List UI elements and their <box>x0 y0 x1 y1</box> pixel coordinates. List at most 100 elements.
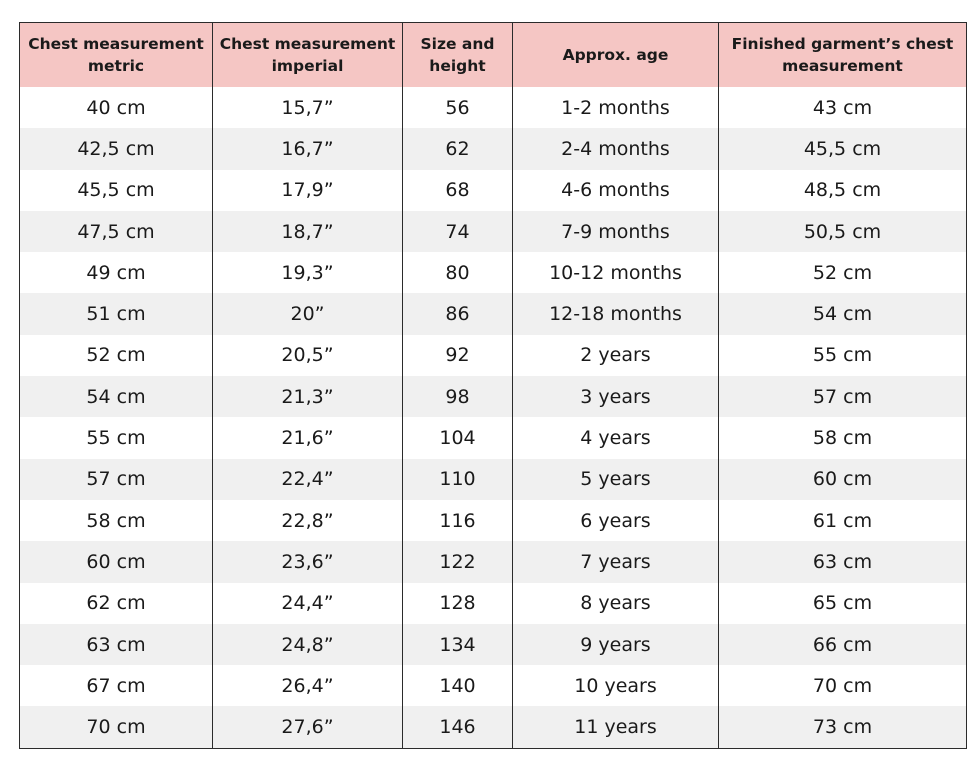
cell-size-height: 140 <box>402 665 513 707</box>
table-body: 40 cm 15,7” 56 1-2 months 43 cm 42,5 cm 16,7” 6… <box>19 87 967 749</box>
cell-finished-chest: 65 cm <box>718 582 967 624</box>
cell-chest-metric: 70 cm <box>19 706 213 749</box>
cell-approx-age: 8 years <box>512 582 719 624</box>
cell-chest-imperial: 24,8” <box>212 623 403 666</box>
cell-size-height: 62 <box>402 128 513 170</box>
cell-chest-imperial: 15,7” <box>212 87 403 129</box>
cell-chest-imperial: 19,3” <box>212 252 403 294</box>
cell-finished-chest: 70 cm <box>718 665 967 707</box>
cell-size-height: 74 <box>402 210 513 253</box>
cell-approx-age: 2 years <box>512 334 719 377</box>
header-size-height: Size and height <box>402 22 513 87</box>
cell-approx-age: 4 years <box>512 417 719 459</box>
cell-size-height: 110 <box>402 458 513 500</box>
cell-chest-imperial: 20” <box>212 293 403 335</box>
cell-chest-imperial: 23,6” <box>212 541 403 583</box>
cell-chest-metric: 45,5 cm <box>19 169 213 211</box>
cell-chest-metric: 60 cm <box>19 541 213 583</box>
cell-chest-imperial: 24,4” <box>212 582 403 624</box>
cell-chest-metric: 55 cm <box>19 417 213 459</box>
table-header: Chest measurement metric Chest measureme… <box>19 22 967 87</box>
cell-chest-metric: 67 cm <box>19 665 213 707</box>
cell-finished-chest: 60 cm <box>718 458 967 500</box>
cell-approx-age: 5 years <box>512 458 719 500</box>
table-row: 52 cm 20,5” 92 2 years 55 cm <box>19 334 967 377</box>
cell-chest-metric: 58 cm <box>19 499 213 542</box>
cell-chest-imperial: 16,7” <box>212 128 403 170</box>
cell-chest-metric: 47,5 cm <box>19 210 213 253</box>
cell-approx-age: 7 years <box>512 541 719 583</box>
table-row: 55 cm 21,6” 104 4 years 58 cm <box>19 417 967 459</box>
cell-approx-age: 9 years <box>512 623 719 666</box>
table-row: 63 cm 24,8” 134 9 years 66 cm <box>19 623 967 666</box>
cell-finished-chest: 58 cm <box>718 417 967 459</box>
cell-size-height: 68 <box>402 169 513 211</box>
cell-chest-metric: 63 cm <box>19 623 213 666</box>
size-chart-table: Chest measurement metric Chest measureme… <box>19 22 967 749</box>
table-row: 70 cm 27,6” 146 11 years 73 cm <box>19 706 967 749</box>
table-row: 60 cm 23,6” 122 7 years 63 cm <box>19 541 967 583</box>
cell-chest-imperial: 22,4” <box>212 458 403 500</box>
cell-finished-chest: 66 cm <box>718 623 967 666</box>
cell-finished-chest: 52 cm <box>718 252 967 294</box>
table-row: 40 cm 15,7” 56 1-2 months 43 cm <box>19 87 967 129</box>
table-row: 51 cm 20” 86 12-18 months 54 cm <box>19 293 967 335</box>
cell-finished-chest: 50,5 cm <box>718 210 967 253</box>
cell-finished-chest: 45,5 cm <box>718 128 967 170</box>
cell-chest-imperial: 27,6” <box>212 706 403 749</box>
cell-size-height: 92 <box>402 334 513 377</box>
cell-approx-age: 2-4 months <box>512 128 719 170</box>
cell-chest-imperial: 17,9” <box>212 169 403 211</box>
cell-chest-imperial: 20,5” <box>212 334 403 377</box>
cell-chest-metric: 54 cm <box>19 376 213 418</box>
cell-size-height: 146 <box>402 706 513 749</box>
cell-size-height: 116 <box>402 499 513 542</box>
table-row: 62 cm 24,4” 128 8 years 65 cm <box>19 582 967 624</box>
cell-approx-age: 1-2 months <box>512 87 719 129</box>
cell-finished-chest: 73 cm <box>718 706 967 749</box>
cell-chest-imperial: 22,8” <box>212 499 403 542</box>
cell-chest-metric: 40 cm <box>19 87 213 129</box>
table-row: 47,5 cm 18,7” 74 7-9 months 50,5 cm <box>19 210 967 253</box>
cell-size-height: 80 <box>402 252 513 294</box>
cell-finished-chest: 57 cm <box>718 376 967 418</box>
table-row: 58 cm 22,8” 116 6 years 61 cm <box>19 499 967 542</box>
cell-approx-age: 10-12 months <box>512 252 719 294</box>
cell-approx-age: 10 years <box>512 665 719 707</box>
cell-chest-imperial: 26,4” <box>212 665 403 707</box>
cell-approx-age: 11 years <box>512 706 719 749</box>
table-row: 42,5 cm 16,7” 62 2-4 months 45,5 cm <box>19 128 967 170</box>
cell-chest-imperial: 18,7” <box>212 210 403 253</box>
cell-approx-age: 3 years <box>512 376 719 418</box>
cell-approx-age: 7-9 months <box>512 210 719 253</box>
header-row: Chest measurement metric Chest measureme… <box>19 22 967 87</box>
cell-finished-chest: 43 cm <box>718 87 967 129</box>
cell-chest-metric: 42,5 cm <box>19 128 213 170</box>
cell-finished-chest: 54 cm <box>718 293 967 335</box>
cell-finished-chest: 61 cm <box>718 499 967 542</box>
header-approx-age: Approx. age <box>512 22 719 87</box>
table-row: 54 cm 21,3” 98 3 years 57 cm <box>19 376 967 418</box>
cell-finished-chest: 63 cm <box>718 541 967 583</box>
header-finished-chest: Finished garment’s chest measurement <box>718 22 967 87</box>
cell-chest-metric: 57 cm <box>19 458 213 500</box>
table-row: 45,5 cm 17,9” 68 4-6 months 48,5 cm <box>19 169 967 211</box>
cell-size-height: 134 <box>402 623 513 666</box>
table-row: 57 cm 22,4” 110 5 years 60 cm <box>19 458 967 500</box>
cell-size-height: 122 <box>402 541 513 583</box>
table-row: 49 cm 19,3” 80 10-12 months 52 cm <box>19 252 967 294</box>
cell-size-height: 86 <box>402 293 513 335</box>
cell-chest-metric: 62 cm <box>19 582 213 624</box>
header-chest-imperial: Chest measurement imperial <box>212 22 403 87</box>
cell-chest-imperial: 21,3” <box>212 376 403 418</box>
cell-approx-age: 6 years <box>512 499 719 542</box>
cell-chest-metric: 52 cm <box>19 334 213 377</box>
table-row: 67 cm 26,4” 140 10 years 70 cm <box>19 665 967 707</box>
cell-approx-age: 12-18 months <box>512 293 719 335</box>
cell-chest-metric: 49 cm <box>19 252 213 294</box>
cell-size-height: 98 <box>402 376 513 418</box>
cell-approx-age: 4-6 months <box>512 169 719 211</box>
cell-size-height: 104 <box>402 417 513 459</box>
cell-finished-chest: 55 cm <box>718 334 967 377</box>
cell-finished-chest: 48,5 cm <box>718 169 967 211</box>
